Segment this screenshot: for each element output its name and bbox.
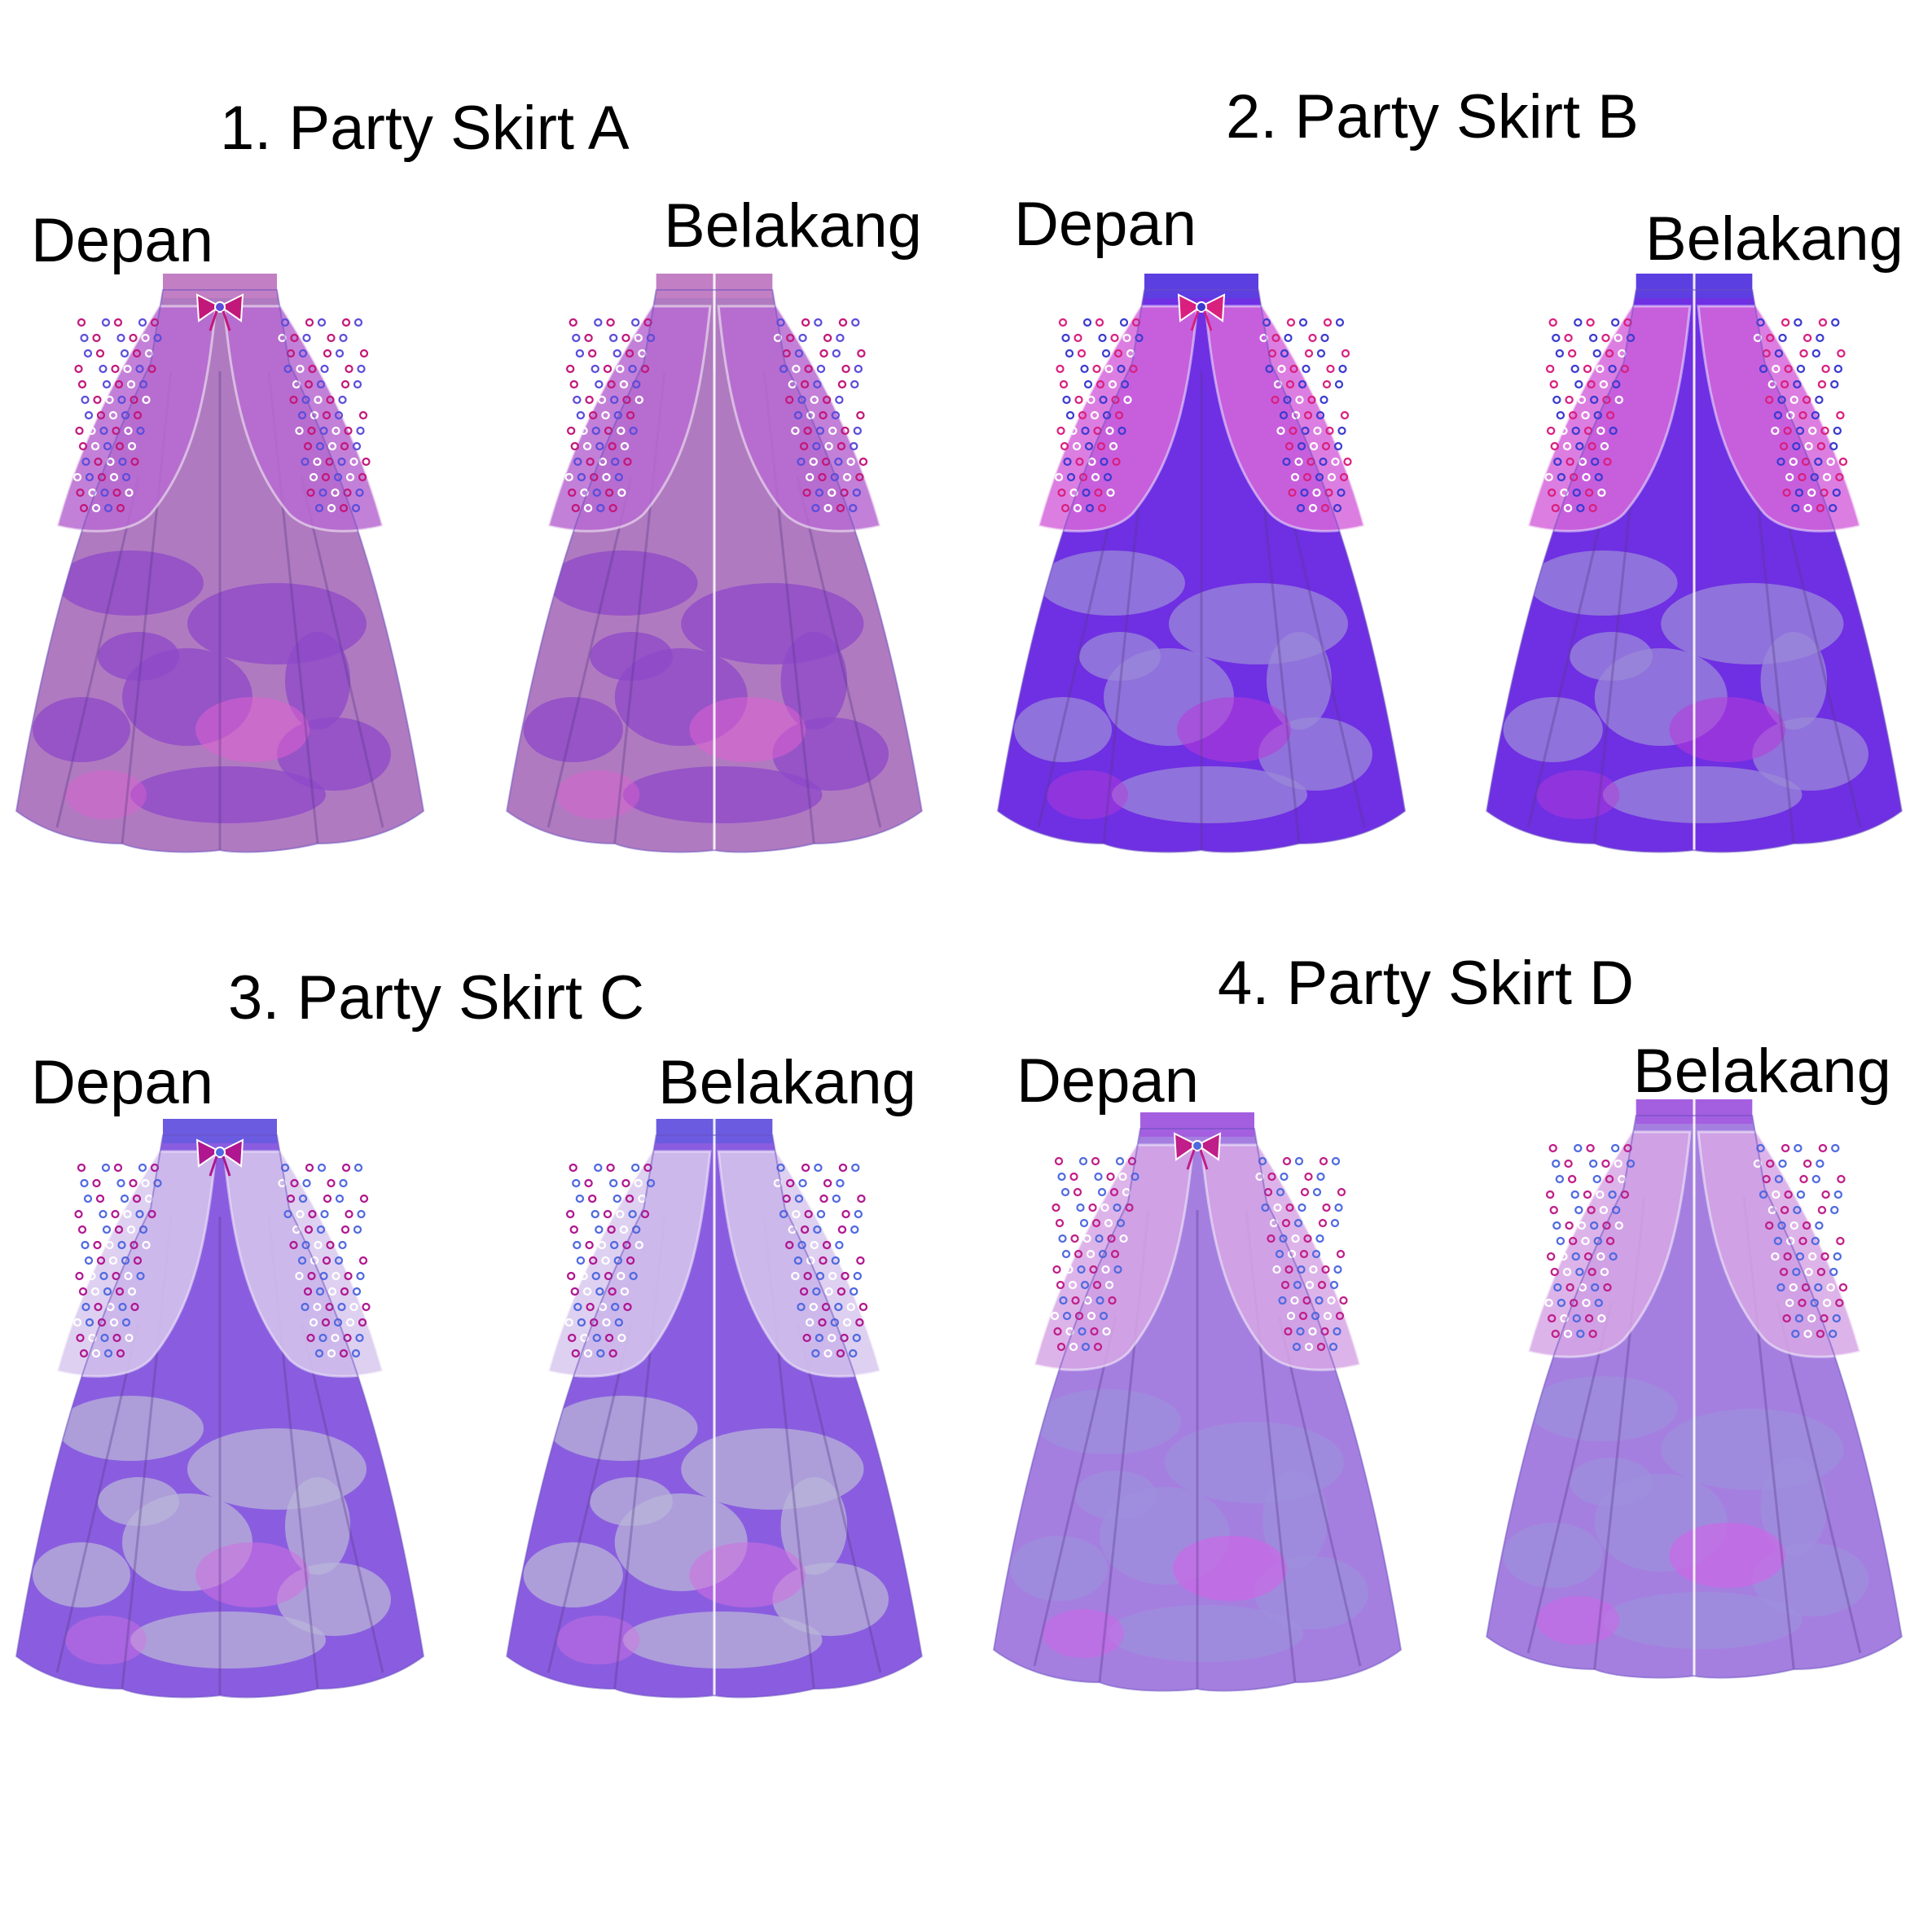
skirt-d-front-illustration	[986, 1112, 1409, 1708]
skirt-c-back-label: Belakang	[658, 1048, 916, 1117]
skirt-c-title: 3. Party Skirt C	[228, 963, 644, 1033]
skirt-a-front-label: Depan	[31, 206, 213, 275]
skirt-d-back-label: Belakang	[1633, 1037, 1891, 1106]
skirt-c-front-illustration	[8, 1119, 432, 1715]
skirt-d-front-label: Depan	[1016, 1046, 1199, 1116]
skirt-d-title: 4. Party Skirt D	[1218, 949, 1634, 1018]
skirt-c-back-illustration	[498, 1119, 930, 1715]
skirt-c-front-label: Depan	[31, 1048, 213, 1117]
skirt-a-title: 1. Party Skirt A	[220, 94, 630, 163]
skirt-b-front-label: Depan	[1014, 190, 1197, 259]
skirt-b-back-illustration	[1478, 274, 1910, 870]
skirt-a-back-label: Belakang	[664, 191, 922, 261]
skirt-d-back-illustration	[1478, 1099, 1910, 1695]
skirt-b-back-label: Belakang	[1645, 204, 1903, 274]
skirt-a-front-illustration	[8, 274, 432, 870]
skirt-b-front-illustration	[990, 274, 1413, 870]
skirt-b-title: 2. Party Skirt B	[1226, 82, 1639, 151]
skirt-a-back-illustration	[498, 274, 930, 870]
